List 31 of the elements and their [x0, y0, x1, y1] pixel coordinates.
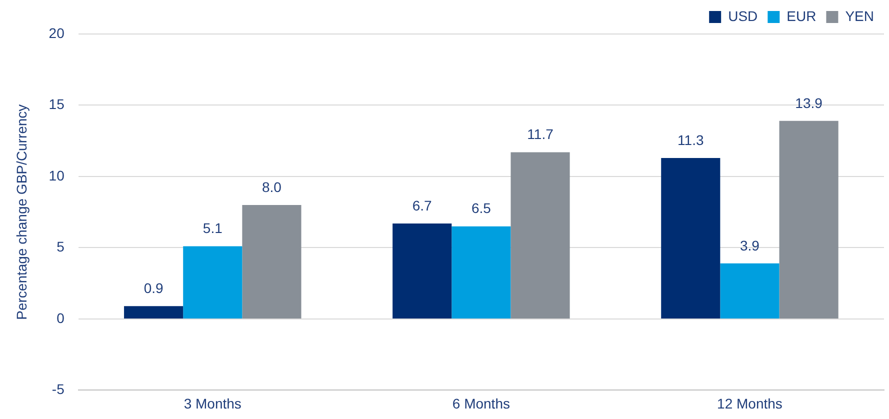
- x-tick-label: 6 Months: [452, 395, 510, 412]
- data-label: 6.7: [412, 197, 432, 214]
- data-label: 6.5: [471, 200, 492, 216]
- data-label: 8.0: [262, 178, 282, 195]
- bar: [452, 226, 511, 318]
- bar: [124, 306, 184, 318]
- bar: [720, 263, 780, 318]
- legend-label: USD: [728, 8, 758, 24]
- bar: [392, 224, 452, 318]
- x-tick-label: 12 Months: [717, 395, 782, 412]
- bar: [779, 120, 838, 318]
- data-label: 11.3: [678, 132, 704, 148]
- y-tick-label: 0: [56, 310, 65, 326]
- y-tick-label: -5: [52, 381, 65, 398]
- y-tick-label: 20: [48, 24, 65, 41]
- legend-label: EUR: [786, 8, 816, 24]
- bar: [510, 152, 570, 318]
- legend-label: YEN: [845, 8, 874, 24]
- y-tick-label: 10: [48, 167, 65, 184]
- bar: [242, 204, 302, 318]
- y-axis-title: Percentage change GBP/Currency: [13, 104, 30, 320]
- data-label: 3.9: [740, 237, 760, 254]
- data-label: 5.1: [202, 220, 223, 236]
- x-tick-label: 3 Months: [184, 395, 242, 412]
- bar: [183, 246, 242, 318]
- data-label: 0.9: [144, 280, 164, 296]
- y-tick-label: 5: [56, 238, 65, 255]
- data-label: 11.7: [527, 126, 554, 142]
- bar: [661, 158, 720, 318]
- y-tick-label: 15: [48, 96, 65, 112]
- data-label: 13.9: [795, 94, 823, 111]
